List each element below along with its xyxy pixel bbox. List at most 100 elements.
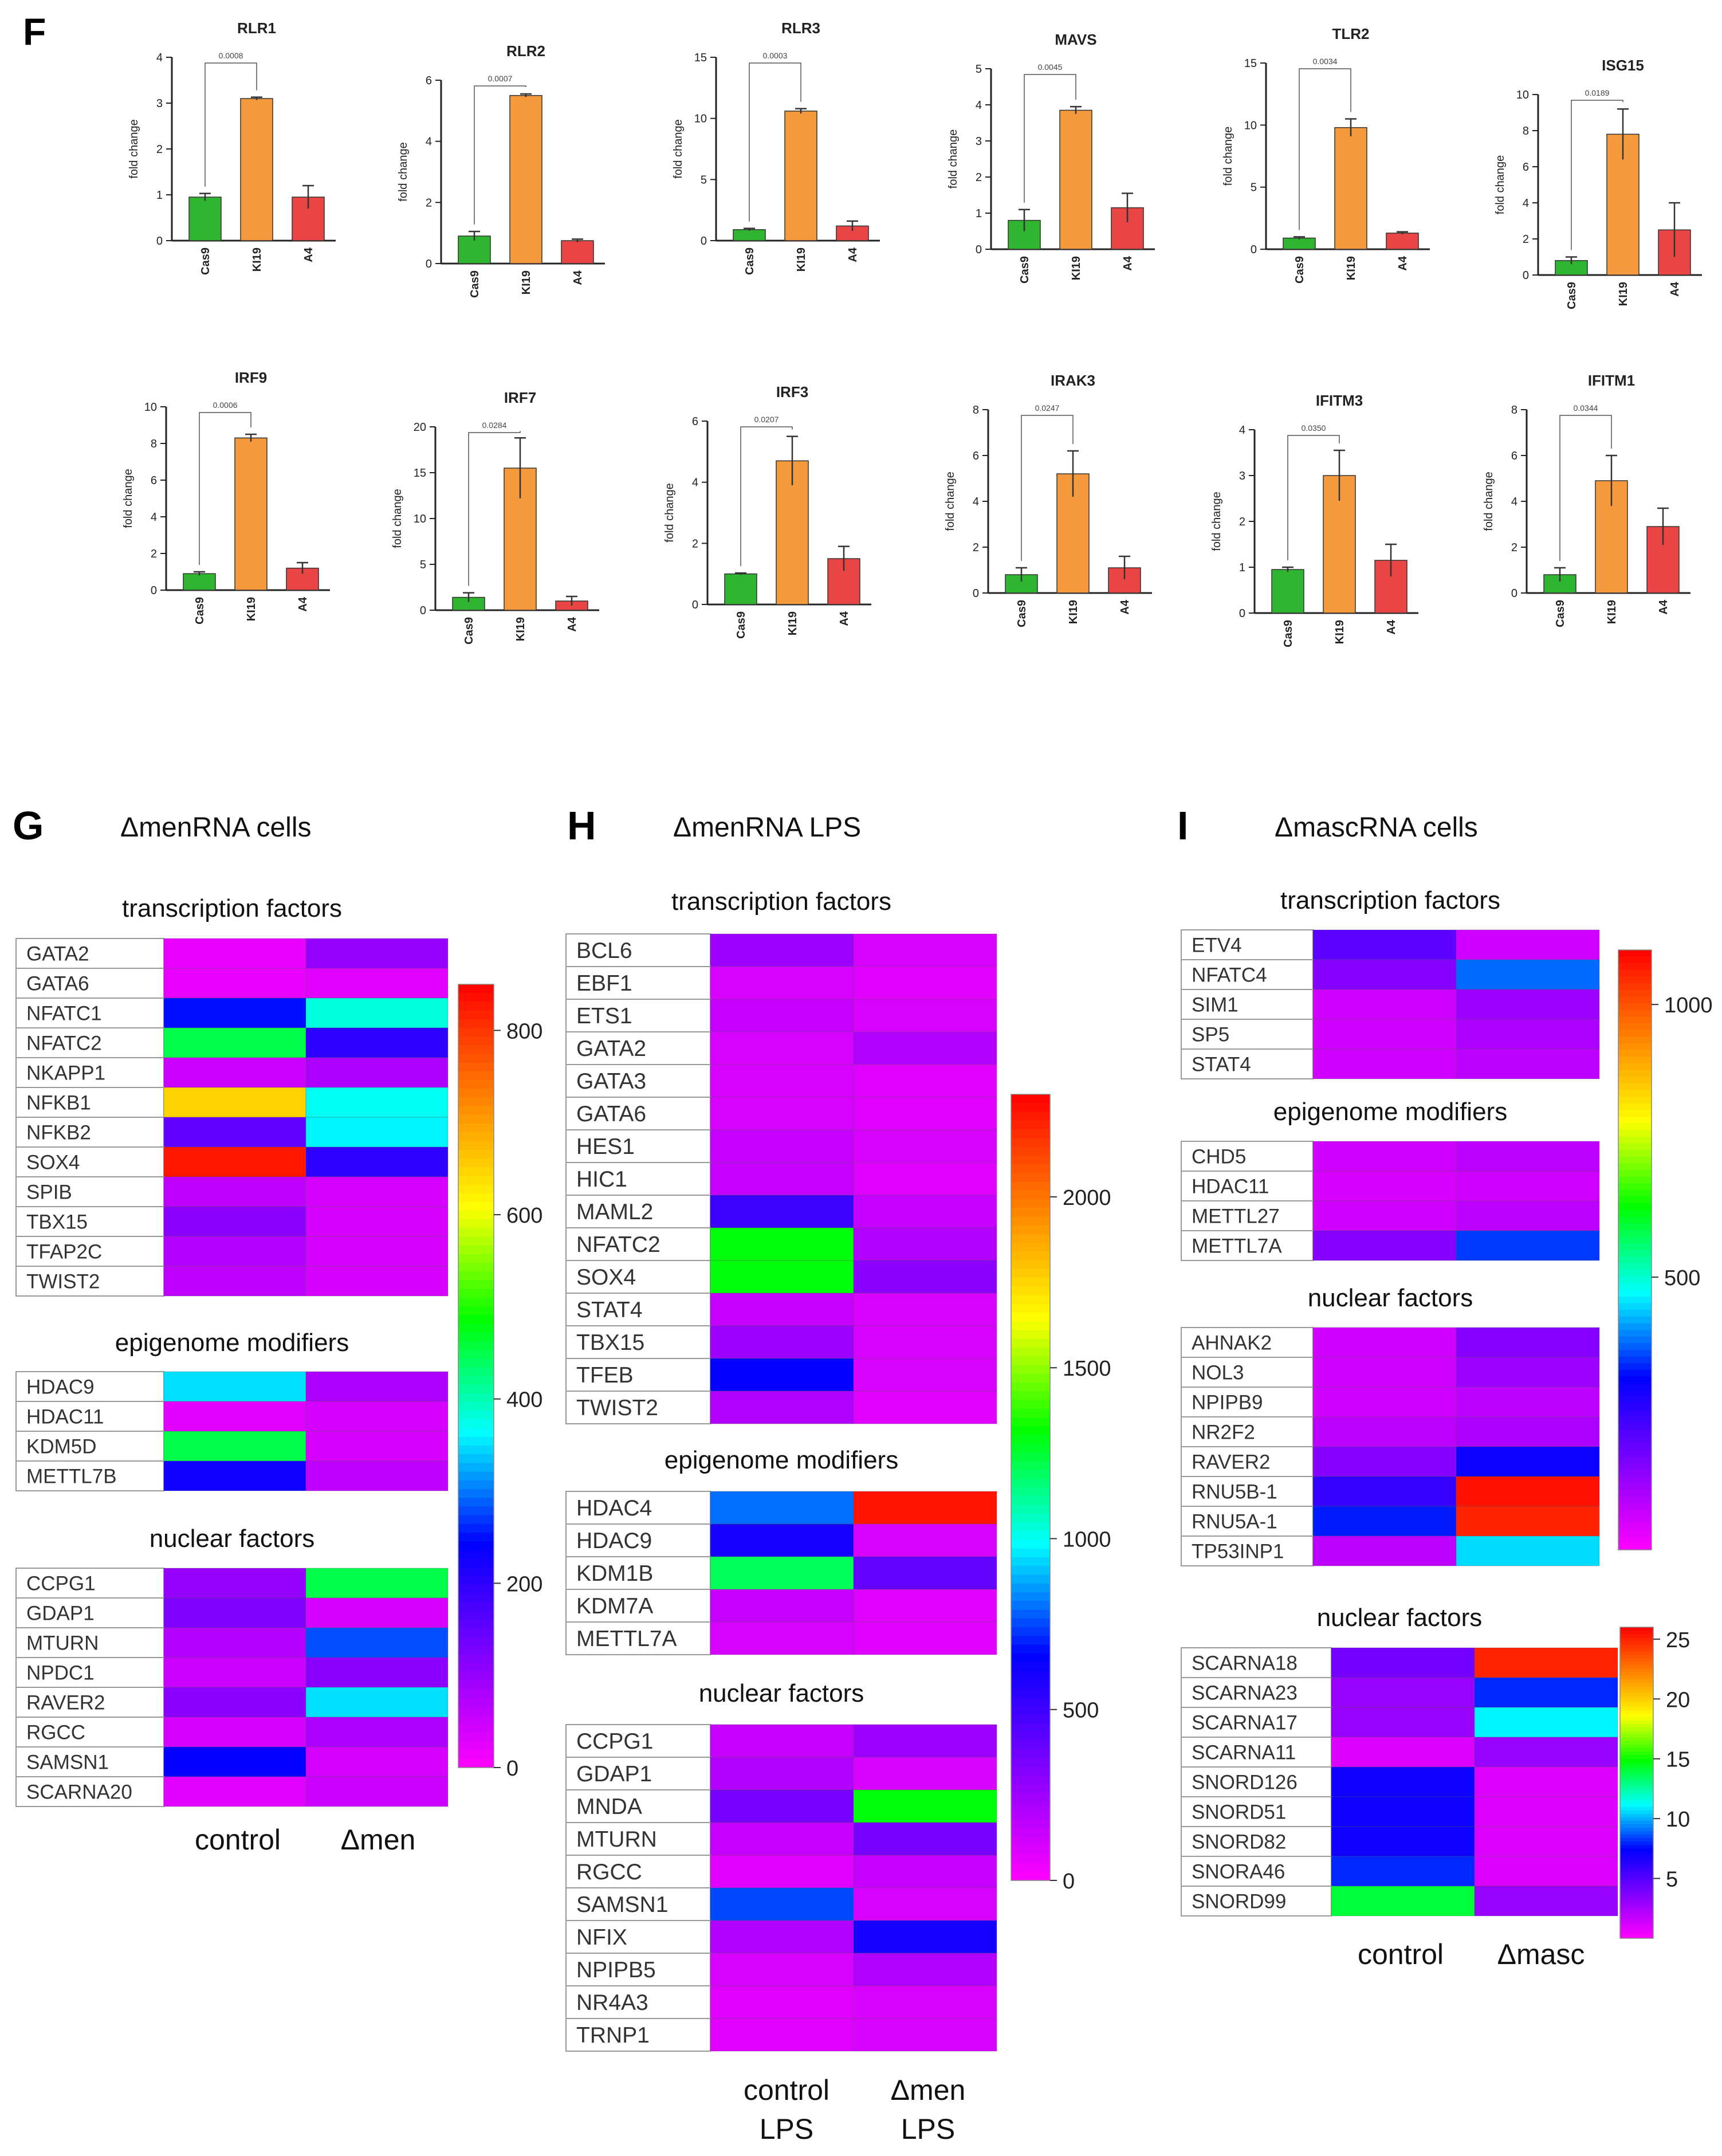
colorbar-segment xyxy=(1618,1430,1652,1437)
gene-label-cell xyxy=(1181,1416,1314,1447)
x-tick-label: KI19 xyxy=(251,248,264,272)
colorbar-segment xyxy=(1011,1601,1050,1611)
gene-label: TP53INP1 xyxy=(1192,1540,1284,1562)
colorbar-segment xyxy=(1618,1450,1652,1457)
gene-label: GATA3 xyxy=(576,1069,646,1094)
heatmap-cell xyxy=(163,1687,306,1718)
heatmap-cell xyxy=(853,1920,997,1954)
colorbar-segment xyxy=(1618,1496,1652,1504)
colorbar-segment xyxy=(1618,1443,1652,1451)
colorbar-segment xyxy=(1618,1189,1652,1197)
colorbar-segment xyxy=(1011,1348,1050,1357)
colorbar-segment xyxy=(1620,1931,1653,1935)
colorbar-segment xyxy=(1620,1776,1653,1780)
y-tick-label: 10 xyxy=(1516,89,1529,101)
gene-label-cell xyxy=(565,1325,711,1359)
colorbar-segment xyxy=(1620,1710,1653,1714)
heatmap-cell xyxy=(1456,989,1600,1020)
colorbar-segment xyxy=(458,1611,494,1620)
heatmap-cell xyxy=(305,1206,449,1237)
colorbar-segment xyxy=(1011,1278,1050,1287)
colorbar-segment xyxy=(1011,1478,1050,1488)
colorbar-segment xyxy=(1620,1876,1653,1880)
heatmap-cell xyxy=(163,968,306,999)
heatmap-cell xyxy=(1312,959,1457,990)
y-tick-label: 6 xyxy=(692,415,698,428)
colorbar-segment xyxy=(1618,1510,1652,1517)
colorbar-segment xyxy=(458,1306,494,1315)
gene-label: SPIB xyxy=(26,1181,72,1203)
section-heading: epigenome modifiers xyxy=(665,1446,898,1474)
bar-a4 xyxy=(1111,207,1144,250)
colorbar-segment xyxy=(458,1019,494,1028)
colorbar-segment xyxy=(458,1428,494,1438)
y-axis-label: fold change xyxy=(944,472,957,531)
colorbar-segment xyxy=(1011,1383,1050,1392)
gene-label: RNU5B-1 xyxy=(1192,1480,1277,1503)
colorbar-segment xyxy=(1011,1496,1050,1506)
gene-label: GATA6 xyxy=(26,972,89,995)
heatmap-cell xyxy=(305,1746,449,1777)
y-tick-label: 20 xyxy=(414,421,426,434)
colorbar-segment xyxy=(458,1724,494,1733)
colorbar-segment xyxy=(1011,1234,1050,1243)
gene-label: HDAC4 xyxy=(576,1496,652,1521)
panel-letter-h: H xyxy=(567,803,596,848)
x-tick-label: KI19 xyxy=(245,597,258,621)
gene-label: STAT4 xyxy=(1192,1053,1251,1075)
colorbar-segment xyxy=(458,1654,494,1664)
significance-bracket xyxy=(474,85,526,225)
heatmap-cell xyxy=(1312,1327,1457,1358)
gene-label: SOX4 xyxy=(26,1151,80,1173)
colorbar-segment xyxy=(1618,1250,1652,1257)
colorbar-segment xyxy=(458,1585,494,1594)
colorbar-segment xyxy=(458,1158,494,1168)
colorbar-segment xyxy=(1620,1720,1653,1725)
y-tick-label: 0 xyxy=(976,244,982,256)
colorbar-segment xyxy=(1011,1365,1050,1375)
colorbar-segment xyxy=(1618,1143,1652,1150)
gene-label: SNORD51 xyxy=(1192,1801,1286,1823)
colorbar-segment xyxy=(458,1393,494,1403)
gene-label: HDAC9 xyxy=(26,1376,95,1398)
y-tick-label: 0 xyxy=(420,604,426,617)
gene-label: NR2F2 xyxy=(1192,1421,1255,1443)
colorbar-segment xyxy=(458,1558,494,1568)
colorbar-segment xyxy=(1620,1779,1653,1784)
heatmap-cell xyxy=(710,966,854,1000)
y-axis-label: fold change xyxy=(128,119,140,178)
colorbar-segment xyxy=(1011,1871,1050,1881)
heatmap-cell xyxy=(1312,1476,1457,1507)
colorbar-segment xyxy=(458,1297,494,1307)
gene-label: TWIST2 xyxy=(576,1396,658,1420)
y-tick-label: 4 xyxy=(1523,197,1529,210)
colorbar-segment xyxy=(1620,1900,1653,1904)
gene-label: RGCC xyxy=(576,1860,642,1884)
colorbar-segment xyxy=(1620,1879,1653,1884)
colorbar-segment xyxy=(458,1045,494,1055)
heatmap-cell xyxy=(305,1597,449,1628)
colorbar-segment xyxy=(1620,1789,1653,1794)
gene-label-cell xyxy=(1181,1826,1332,1857)
colorbar-tick-label: 0 xyxy=(506,1757,518,1781)
colorbar-segment xyxy=(1618,1176,1652,1184)
colorbar-segment xyxy=(1618,1150,1652,1157)
x-tick-label: Cas9 xyxy=(735,611,748,639)
heatmap-cell xyxy=(853,933,997,967)
gene-label-cell xyxy=(565,1227,711,1261)
heatmap-cell xyxy=(710,1556,854,1590)
colorbar-segment xyxy=(1618,1543,1652,1550)
significance-bracket xyxy=(1571,100,1623,250)
colorbar-segment xyxy=(1618,1036,1652,1044)
y-tick-label: 0 xyxy=(1239,607,1245,620)
x-tick-label: A4 xyxy=(1385,619,1398,634)
gene-label: NR4A3 xyxy=(576,1990,648,2015)
heatmap-cell xyxy=(710,1293,854,1326)
colorbar-segment xyxy=(1618,1130,1652,1137)
heatmap-cell xyxy=(710,1162,854,1196)
heatmap-cell xyxy=(710,1325,854,1359)
colorbar-segment xyxy=(1618,1243,1652,1251)
gene-label: GDAP1 xyxy=(576,1762,652,1786)
heatmap-cell xyxy=(1331,1796,1475,1827)
p-value-label: 0.0008 xyxy=(219,51,243,60)
